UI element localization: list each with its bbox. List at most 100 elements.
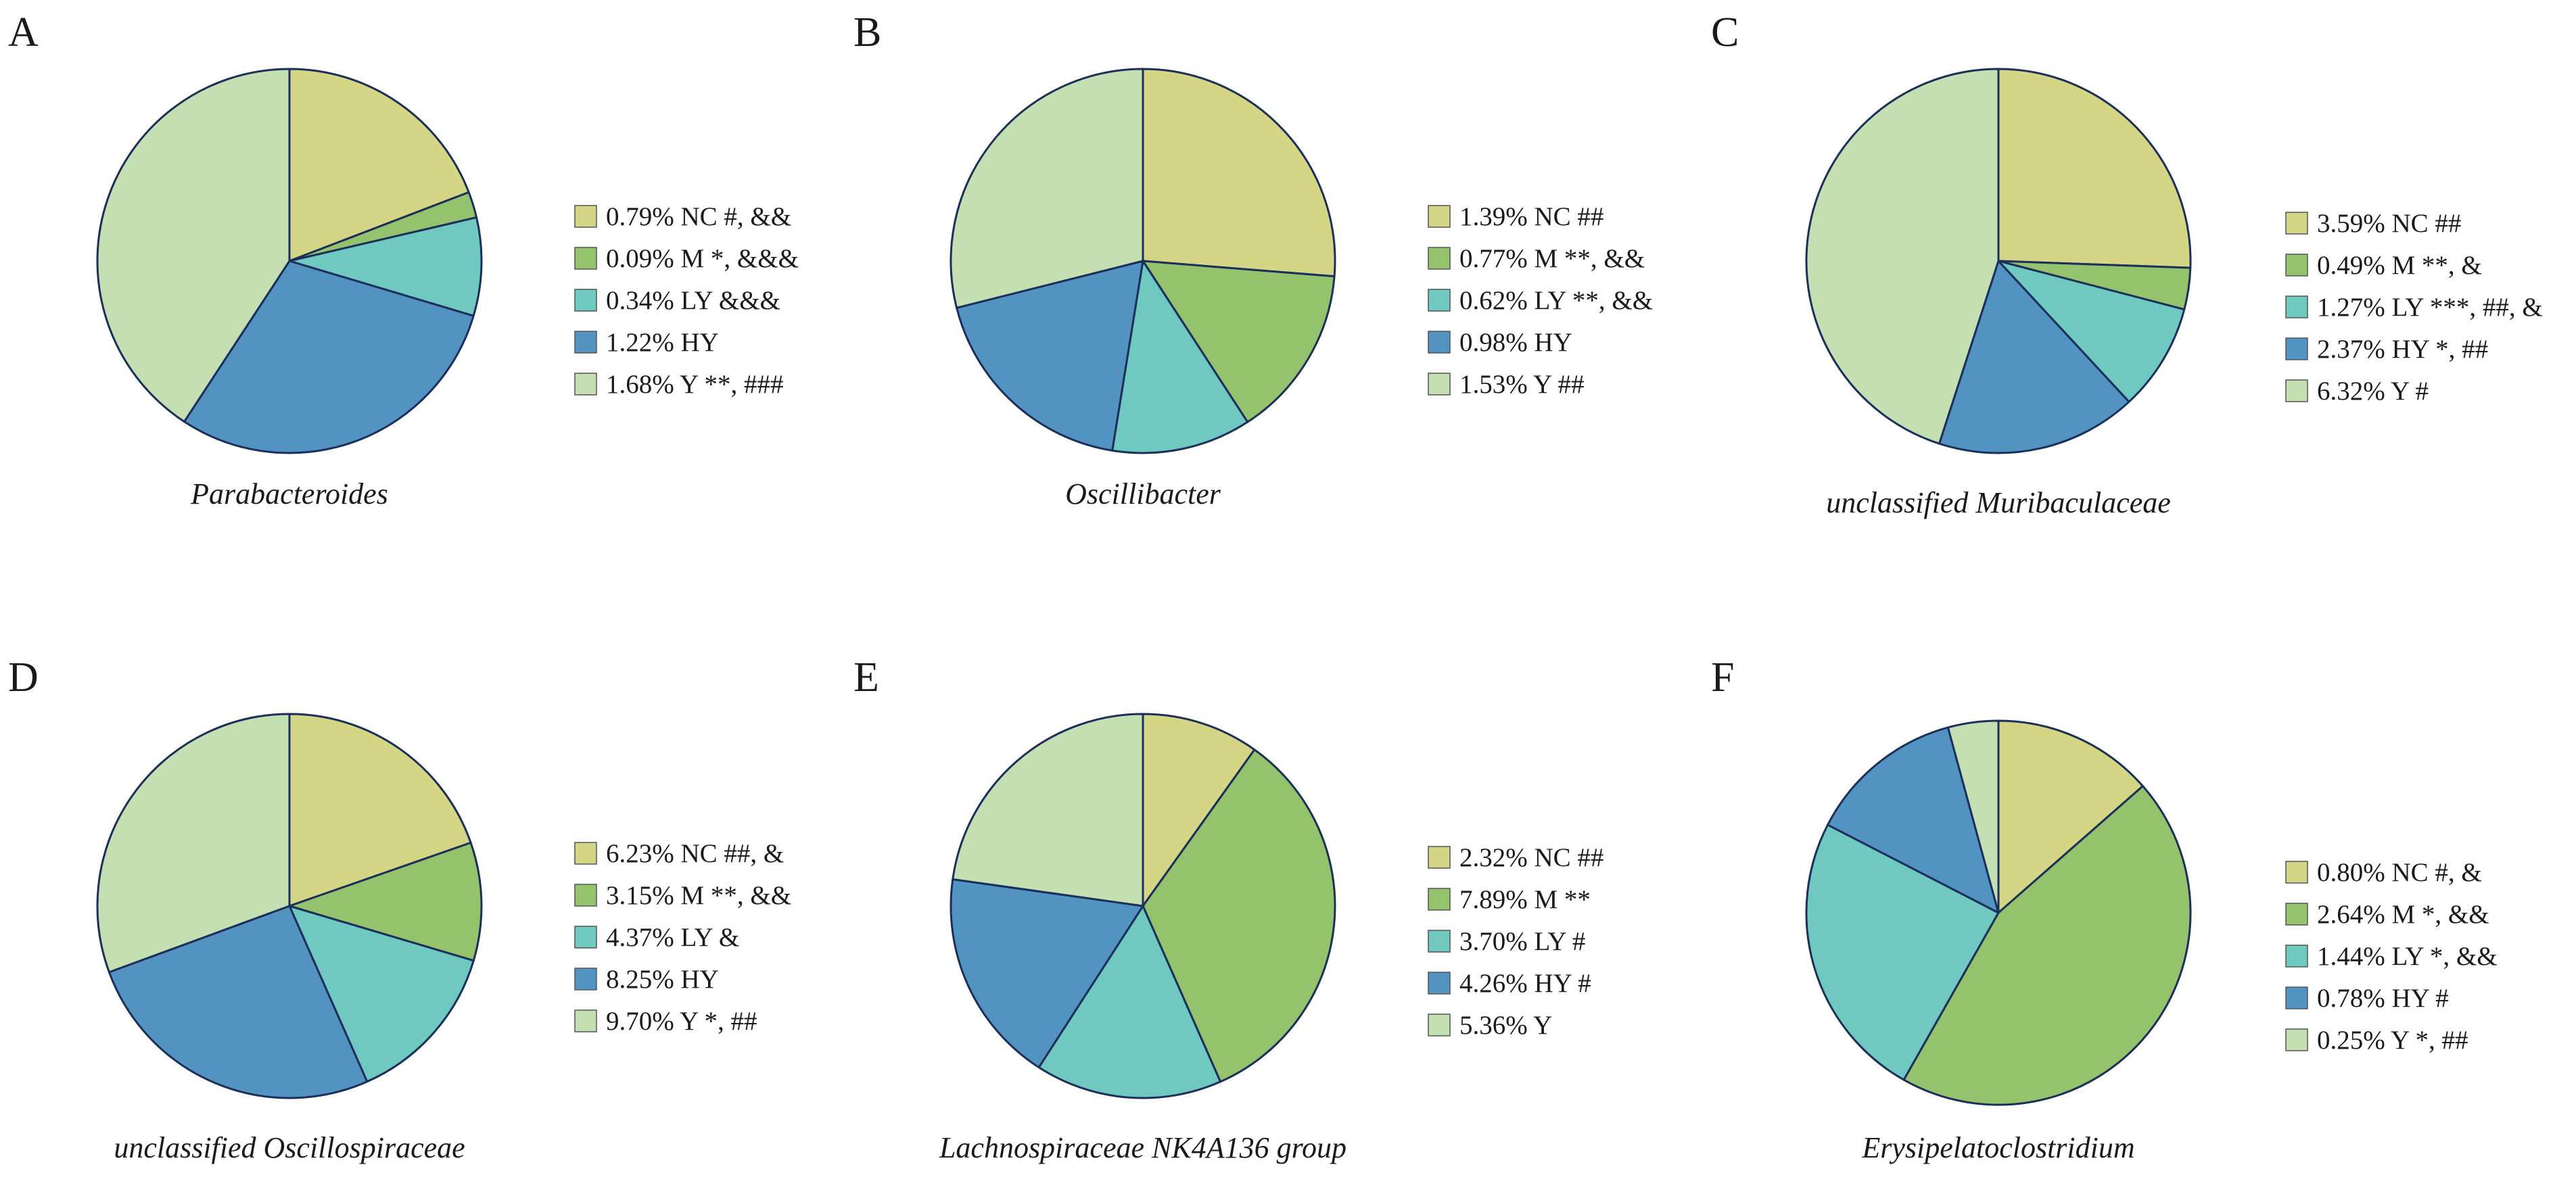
pie-slice-hy [1827,726,2000,914]
pie-title: unclassified Muribaculaceae [1826,486,2171,519]
pie-slice-y [952,713,1144,907]
legend-swatch-ly [2285,295,2308,318]
legend-label-nc: 6.23% NC ##, & [606,839,784,868]
legend-swatch-y [2285,379,2308,402]
legend-swatch-nc [2285,861,2308,884]
legend-label-nc: 1.39% NC ## [1459,202,1603,231]
legend-swatch-nc [1428,846,1451,869]
pie-slice-ly [1111,260,1249,454]
pie-slice-hy [950,878,1144,1069]
pie-slice-nc [1142,68,1336,278]
pie-slice-ly [288,905,475,1083]
pie-slice-y [96,68,291,423]
pie-title: Erysipelatoclostridium [1861,1131,2134,1164]
pie-slice-hy [183,260,475,454]
legend-label-ly: 1.44% LY *, && [2317,942,2498,971]
legend-swatch-ly [574,926,597,949]
legend-label-m: 2.64% M *, && [2317,900,2489,929]
pie-slice-m [1142,260,1336,423]
pie-title: unclassified Oscillospiraceae [114,1131,465,1164]
legend-label-y: 1.68% Y **, ### [606,370,784,399]
pie-slice-m [288,841,483,962]
legend-swatch-hy [1428,331,1451,354]
pie-slice-hy [1938,260,2130,454]
pie-slice-hy [108,905,369,1099]
pie-slice-y [950,68,1144,309]
legend-label-hy: 4.26% HY # [1459,969,1591,998]
legend-swatch-m [1428,888,1451,911]
legend-label-hy: 0.98% HY [1459,328,1572,357]
panel-letter: B [853,9,881,55]
legend-label-y: 1.53% Y ## [1459,370,1585,399]
legend-label-nc: 0.80% NC #, & [2317,858,2482,887]
pie-slice-y [1946,719,2000,914]
panel-letter: C [1711,9,1739,55]
legend-label-y: 9.70% Y *, ## [606,1007,757,1036]
legend-label-hy: 1.22% HY [606,328,719,357]
pie-slice-nc [1142,713,1256,907]
legend-label-nc: 3.59% NC ## [2317,209,2461,238]
legend-swatch-nc [574,842,597,865]
legend-label-m: 0.49% M **, & [2317,251,2482,280]
pie-slice-m [1902,785,2192,1106]
legend-label-nc: 2.32% NC ## [1459,843,1603,872]
pie-title: Lachnospiraceae NK4A136 group [939,1131,1346,1164]
legend-swatch-ly [1428,289,1451,312]
legend-label-ly: 0.62% LY **, && [1459,286,1653,315]
pie-title: Parabacteroides [190,477,388,510]
legend-label-m: 0.09% M *, &&& [606,244,799,273]
pie-slice-m [1142,748,1336,1083]
pie-panel-b: B 1.39% NC ## 0.77% M **, && 0.62% LY **, &… [853,9,1653,510]
pie-panel-a: A 0.79% NC #, && 0.09% M *, &&& 0.34% LY &&… [8,9,799,510]
legend-swatch-ly [2285,945,2308,968]
legend-label-m: 0.77% M **, && [1459,244,1645,273]
legend-label-ly: 1.27% LY ***, ##, & [2317,293,2543,322]
legend-swatch-ly [1428,930,1451,953]
legend-label-m: 3.15% M **, && [606,881,791,910]
panel-letter: E [853,654,879,700]
panel-letter: F [1711,654,1734,700]
legend-label-m: 7.89% M ** [1459,885,1591,914]
legend-swatch-m [574,247,597,270]
legend-swatch-m [574,884,597,907]
pie-slice-y [96,713,291,974]
legend-swatch-hy [574,968,597,991]
legend-label-y: 5.36% Y [1459,1011,1552,1040]
pie-title: Oscillibacter [1065,477,1221,510]
pie-slice-hy [956,260,1144,452]
pie-slice-nc [288,68,470,262]
legend-swatch-hy [2285,986,2308,1009]
legend-swatch-nc [574,205,597,228]
pie-panel-e: E 2.32% NC ## 7.89% M ** 3.70% LY # 4.26% HY… [853,654,1603,1164]
pie-slice-y [1805,68,2000,445]
legend-label-hy: 0.78% HY # [2317,984,2449,1013]
legend-swatch-m [2285,254,2308,277]
pie-panel-c: C 3.59% NC ## 0.49% M **, & 1.27% LY ***, #… [1711,9,2543,519]
legend-swatch-nc [1428,205,1451,228]
legend-swatch-nc [2285,212,2308,235]
legend-label-ly: 4.37% LY & [606,923,739,952]
pie-slice-ly [1037,905,1222,1099]
pie-panel-f: F 0.80% NC #, & 2.64% M *, && 1.44% LY *, &… [1711,654,2498,1164]
pie-slice-ly [1997,260,2186,403]
panel-letter: A [8,9,39,55]
legend-label-nc: 0.79% NC #, && [606,202,791,231]
pie-panel-d: D 6.23% NC ##, & 3.15% M **, && 4.37% LY & 8… [8,654,791,1164]
legend-swatch-hy [1428,972,1451,995]
legend-swatch-m [2285,903,2308,926]
legend-swatch-hy [2285,337,2308,360]
legend-swatch-y [574,373,597,396]
legend-swatch-m [1428,247,1451,270]
panel-letter: D [8,654,39,700]
legend-label-ly: 0.34% LY &&& [606,286,780,315]
pie-slice-nc [1997,68,2192,269]
legend-swatch-y [2285,1028,2308,1051]
legend-label-y: 0.25% Y *, ## [2317,1026,2468,1055]
legend-label-ly: 3.70% LY # [1459,927,1585,956]
legend-swatch-y [1428,1014,1451,1036]
legend-swatch-y [574,1009,597,1032]
legend-label-y: 6.32% Y # [2317,377,2429,406]
legend-label-hy: 2.37% HY *, ## [2317,335,2488,364]
legend-swatch-y [1428,373,1451,396]
